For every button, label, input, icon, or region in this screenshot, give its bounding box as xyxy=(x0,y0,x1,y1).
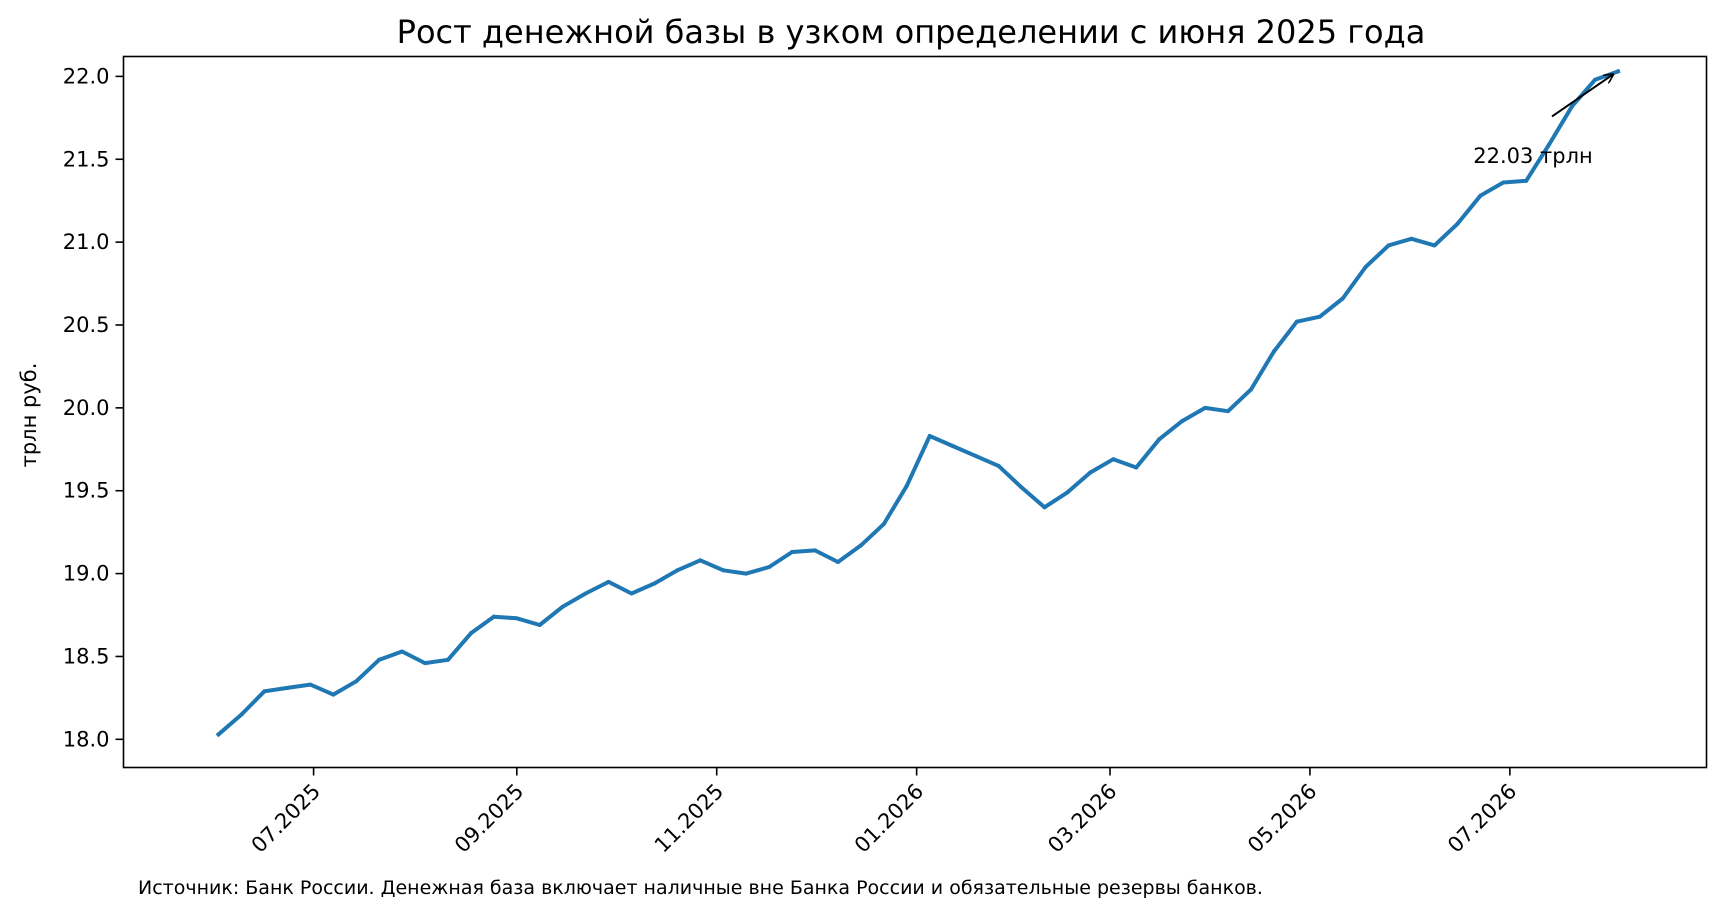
x-tick-label: 11.2025 xyxy=(650,779,728,857)
y-axis: 18.0 18.5 19.0 19.5 20.0 20.5 21.0 21.5 22.0 xyxy=(63,64,124,751)
data-point xyxy=(927,434,932,439)
x-tick-label: 09.2025 xyxy=(450,779,528,857)
y-tick-label: 20.0 xyxy=(63,396,110,420)
data-point xyxy=(881,521,886,526)
data-point xyxy=(285,685,290,690)
data-point xyxy=(1340,296,1345,301)
data-point xyxy=(1180,419,1185,424)
annotation-label: 22.03 трлн xyxy=(1473,144,1593,168)
data-point xyxy=(583,591,588,596)
x-axis: 07.2025 09.2025 11.2025 01.2026 03.2026 05.20… xyxy=(247,767,1521,857)
data-point xyxy=(1616,69,1621,74)
x-tick-label: 01.2026 xyxy=(850,779,928,857)
data-point xyxy=(790,550,795,555)
data-point xyxy=(744,571,749,576)
data-point xyxy=(400,649,405,654)
data-point xyxy=(1019,485,1024,490)
y-tick-label: 19.0 xyxy=(63,562,110,586)
y-tick-label: 19.5 xyxy=(63,479,110,503)
y-tick-label: 20.5 xyxy=(63,313,110,337)
data-point xyxy=(308,682,313,687)
data-point xyxy=(216,732,221,737)
data-point xyxy=(767,564,772,569)
chart-title: Рост денежной базы в узком определении с… xyxy=(397,13,1426,51)
source-note: Источник: Банк России. Денежная база вкл… xyxy=(138,877,1263,899)
data-point xyxy=(560,604,565,609)
data-point xyxy=(468,631,473,636)
y-tick-label: 18.0 xyxy=(63,727,110,751)
y-tick-label: 21.5 xyxy=(63,147,110,171)
data-point xyxy=(1363,264,1368,269)
data-point xyxy=(721,568,726,573)
data-point xyxy=(239,712,244,717)
x-tick-label: 03.2026 xyxy=(1043,779,1121,857)
data-point xyxy=(423,661,428,666)
data-point xyxy=(491,614,496,619)
data-point xyxy=(1225,409,1230,414)
data-point xyxy=(1203,405,1208,410)
data-point xyxy=(996,463,1001,468)
y-tick-label: 22.0 xyxy=(63,64,110,88)
annotation-arrow xyxy=(1551,74,1613,118)
data-point xyxy=(537,622,542,627)
data-point xyxy=(1570,104,1575,109)
data-point xyxy=(1317,314,1322,319)
x-tick-label: 07.2025 xyxy=(247,779,325,857)
data-point xyxy=(1248,387,1253,392)
data-point xyxy=(445,657,450,662)
plot-frame xyxy=(122,55,1708,769)
data-point xyxy=(1386,243,1391,248)
data-point xyxy=(1455,221,1460,226)
data-point xyxy=(1157,437,1162,442)
data-point xyxy=(698,558,703,563)
data-point xyxy=(858,543,863,548)
data-point xyxy=(331,692,336,697)
data-point xyxy=(1478,193,1483,198)
data-point xyxy=(606,579,611,584)
data-point xyxy=(950,443,955,448)
data-point xyxy=(675,568,680,573)
data-point xyxy=(377,657,382,662)
y-axis-label: трлн руб. xyxy=(17,363,41,468)
x-tick-label: 05.2026 xyxy=(1243,779,1321,857)
data-points xyxy=(216,69,1621,737)
data-point xyxy=(1065,490,1070,495)
data-point xyxy=(1111,457,1116,462)
data-point xyxy=(904,483,909,488)
data-point xyxy=(354,679,359,684)
y-tick-label: 21.0 xyxy=(63,230,110,254)
data-point xyxy=(262,689,267,694)
data-point xyxy=(1271,349,1276,354)
series-line xyxy=(215,68,1621,738)
data-point xyxy=(973,453,978,458)
data-point xyxy=(1409,236,1414,241)
data-point xyxy=(629,591,634,596)
data-point xyxy=(1042,505,1047,510)
data-point xyxy=(1432,243,1437,248)
data-point xyxy=(1547,142,1552,147)
data-point xyxy=(1294,319,1299,324)
data-point xyxy=(652,581,657,586)
data-point xyxy=(1134,465,1139,470)
data-point xyxy=(1524,178,1529,183)
data-point xyxy=(1501,180,1506,185)
data-point xyxy=(813,548,818,553)
y-tick-label: 18.5 xyxy=(63,644,110,668)
data-point xyxy=(514,616,519,621)
data-point xyxy=(1593,77,1598,82)
data-point xyxy=(835,559,840,564)
data-point xyxy=(1088,470,1093,475)
x-tick-label: 07.2026 xyxy=(1443,779,1521,857)
